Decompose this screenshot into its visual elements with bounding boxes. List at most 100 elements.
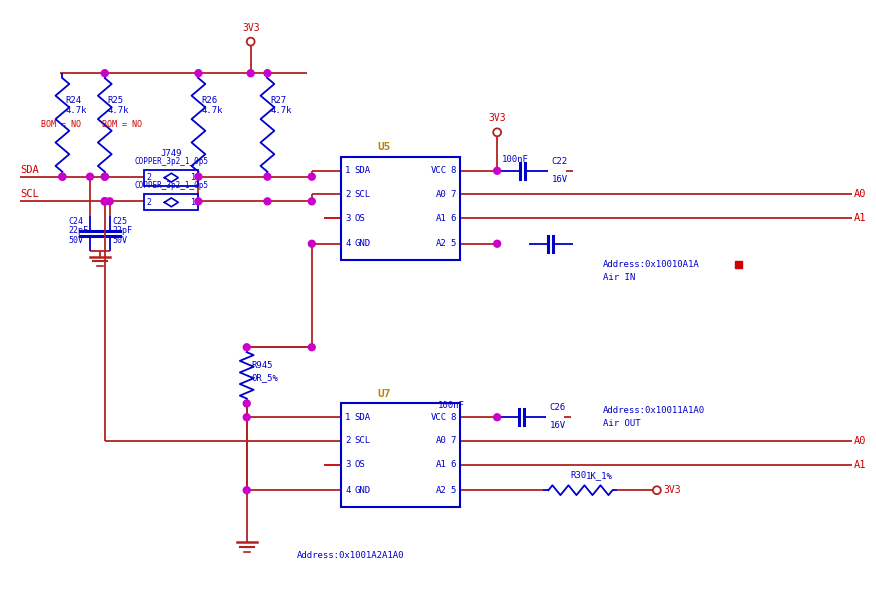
Circle shape	[87, 173, 94, 180]
Circle shape	[195, 198, 201, 205]
Text: 3: 3	[345, 460, 350, 469]
Bar	[342, 157, 460, 261]
Circle shape	[308, 240, 315, 247]
Text: 7: 7	[450, 437, 456, 445]
Text: Address:0x1001A2A1A0: Address:0x1001A2A1A0	[297, 551, 405, 560]
Text: GND: GND	[354, 239, 371, 248]
Text: A2: A2	[436, 239, 447, 248]
Text: C24: C24	[68, 217, 83, 225]
Text: 1K_1%: 1K_1%	[585, 471, 612, 480]
Text: 50V: 50V	[113, 236, 128, 245]
Text: 4: 4	[345, 486, 350, 494]
Text: A0: A0	[854, 436, 866, 446]
Text: GND: GND	[354, 486, 371, 494]
Circle shape	[494, 168, 500, 174]
Text: OS: OS	[354, 460, 365, 469]
Text: Air IN: Air IN	[603, 273, 635, 282]
Circle shape	[264, 173, 271, 180]
Circle shape	[244, 400, 251, 407]
Text: 2: 2	[345, 437, 350, 445]
Text: VCC: VCC	[431, 166, 447, 175]
Text: R25: R25	[108, 96, 124, 105]
Text: COPPER_3p2_1_0p5: COPPER_3p2_1_0p5	[134, 157, 208, 166]
Text: C26: C26	[549, 404, 566, 412]
Circle shape	[102, 173, 109, 180]
Text: 8: 8	[450, 166, 456, 175]
Text: A1: A1	[436, 214, 447, 222]
Circle shape	[59, 173, 66, 180]
Text: Air OUT: Air OUT	[603, 419, 640, 428]
Text: C22: C22	[551, 157, 568, 166]
Text: 1: 1	[191, 198, 195, 207]
Text: 7: 7	[450, 190, 456, 199]
Text: SCL: SCL	[20, 189, 39, 199]
Circle shape	[59, 173, 66, 180]
Circle shape	[308, 173, 315, 180]
Text: SDA: SDA	[354, 166, 371, 175]
Text: COPPER_3p2_1_0p5: COPPER_3p2_1_0p5	[134, 182, 208, 191]
Text: U7: U7	[377, 389, 391, 398]
Text: 4.7k: 4.7k	[201, 106, 223, 115]
Text: 4: 4	[345, 239, 350, 248]
Text: Address:0x10011A1A0: Address:0x10011A1A0	[603, 407, 705, 415]
Text: 100nF: 100nF	[502, 155, 529, 164]
Text: R945: R945	[251, 361, 273, 370]
Text: A0: A0	[436, 437, 447, 445]
Text: R27: R27	[271, 96, 286, 105]
Text: 2: 2	[345, 190, 350, 199]
Text: 0R_5%: 0R_5%	[251, 373, 279, 382]
Circle shape	[106, 198, 113, 205]
Text: A2: A2	[436, 486, 447, 494]
Text: 100nF: 100nF	[438, 401, 465, 411]
Text: 5: 5	[450, 486, 456, 494]
Text: 4.7k: 4.7k	[271, 106, 292, 115]
Circle shape	[264, 70, 271, 77]
Text: U5: U5	[377, 142, 391, 152]
Text: SDA: SDA	[354, 413, 371, 422]
Text: 22pF: 22pF	[68, 227, 88, 235]
Text: 4.7k: 4.7k	[108, 106, 130, 115]
Circle shape	[195, 70, 201, 77]
Text: Address:0x10010A1A: Address:0x10010A1A	[603, 261, 699, 270]
Text: 3V3: 3V3	[664, 485, 682, 495]
Text: 1: 1	[345, 413, 350, 422]
Circle shape	[264, 198, 271, 205]
Text: SDA: SDA	[20, 165, 39, 175]
Text: R26: R26	[201, 96, 217, 105]
Text: BOM = NO: BOM = NO	[102, 120, 142, 129]
Text: SCL: SCL	[354, 190, 371, 199]
Bar	[342, 404, 460, 507]
Text: A0: A0	[854, 189, 866, 199]
Text: 6: 6	[450, 214, 456, 222]
Text: VCC: VCC	[431, 413, 447, 422]
Circle shape	[308, 198, 315, 205]
Text: 8: 8	[450, 413, 456, 422]
Text: J749: J749	[160, 149, 182, 158]
Text: 5: 5	[450, 239, 456, 248]
Text: 16V: 16V	[551, 175, 568, 183]
Circle shape	[244, 487, 251, 494]
Circle shape	[308, 344, 315, 350]
Text: 50V: 50V	[68, 236, 83, 245]
Text: 2: 2	[146, 198, 152, 207]
Text: 1: 1	[191, 173, 195, 182]
Circle shape	[102, 198, 109, 205]
Circle shape	[494, 414, 500, 421]
Text: A1: A1	[436, 460, 447, 469]
Text: 1: 1	[345, 166, 350, 175]
Circle shape	[195, 173, 201, 180]
Text: A1: A1	[854, 460, 866, 470]
Text: 3V3: 3V3	[488, 113, 506, 123]
Bar	[145, 195, 199, 210]
Bar	[145, 170, 199, 186]
Circle shape	[244, 414, 251, 421]
Text: SCL: SCL	[354, 437, 371, 445]
Text: 3V3: 3V3	[242, 23, 259, 33]
Text: 4.7k: 4.7k	[66, 106, 87, 115]
Circle shape	[494, 240, 500, 247]
Circle shape	[247, 70, 254, 77]
Circle shape	[102, 198, 109, 205]
Text: OS: OS	[354, 214, 365, 222]
Circle shape	[102, 70, 109, 77]
Circle shape	[102, 198, 109, 205]
